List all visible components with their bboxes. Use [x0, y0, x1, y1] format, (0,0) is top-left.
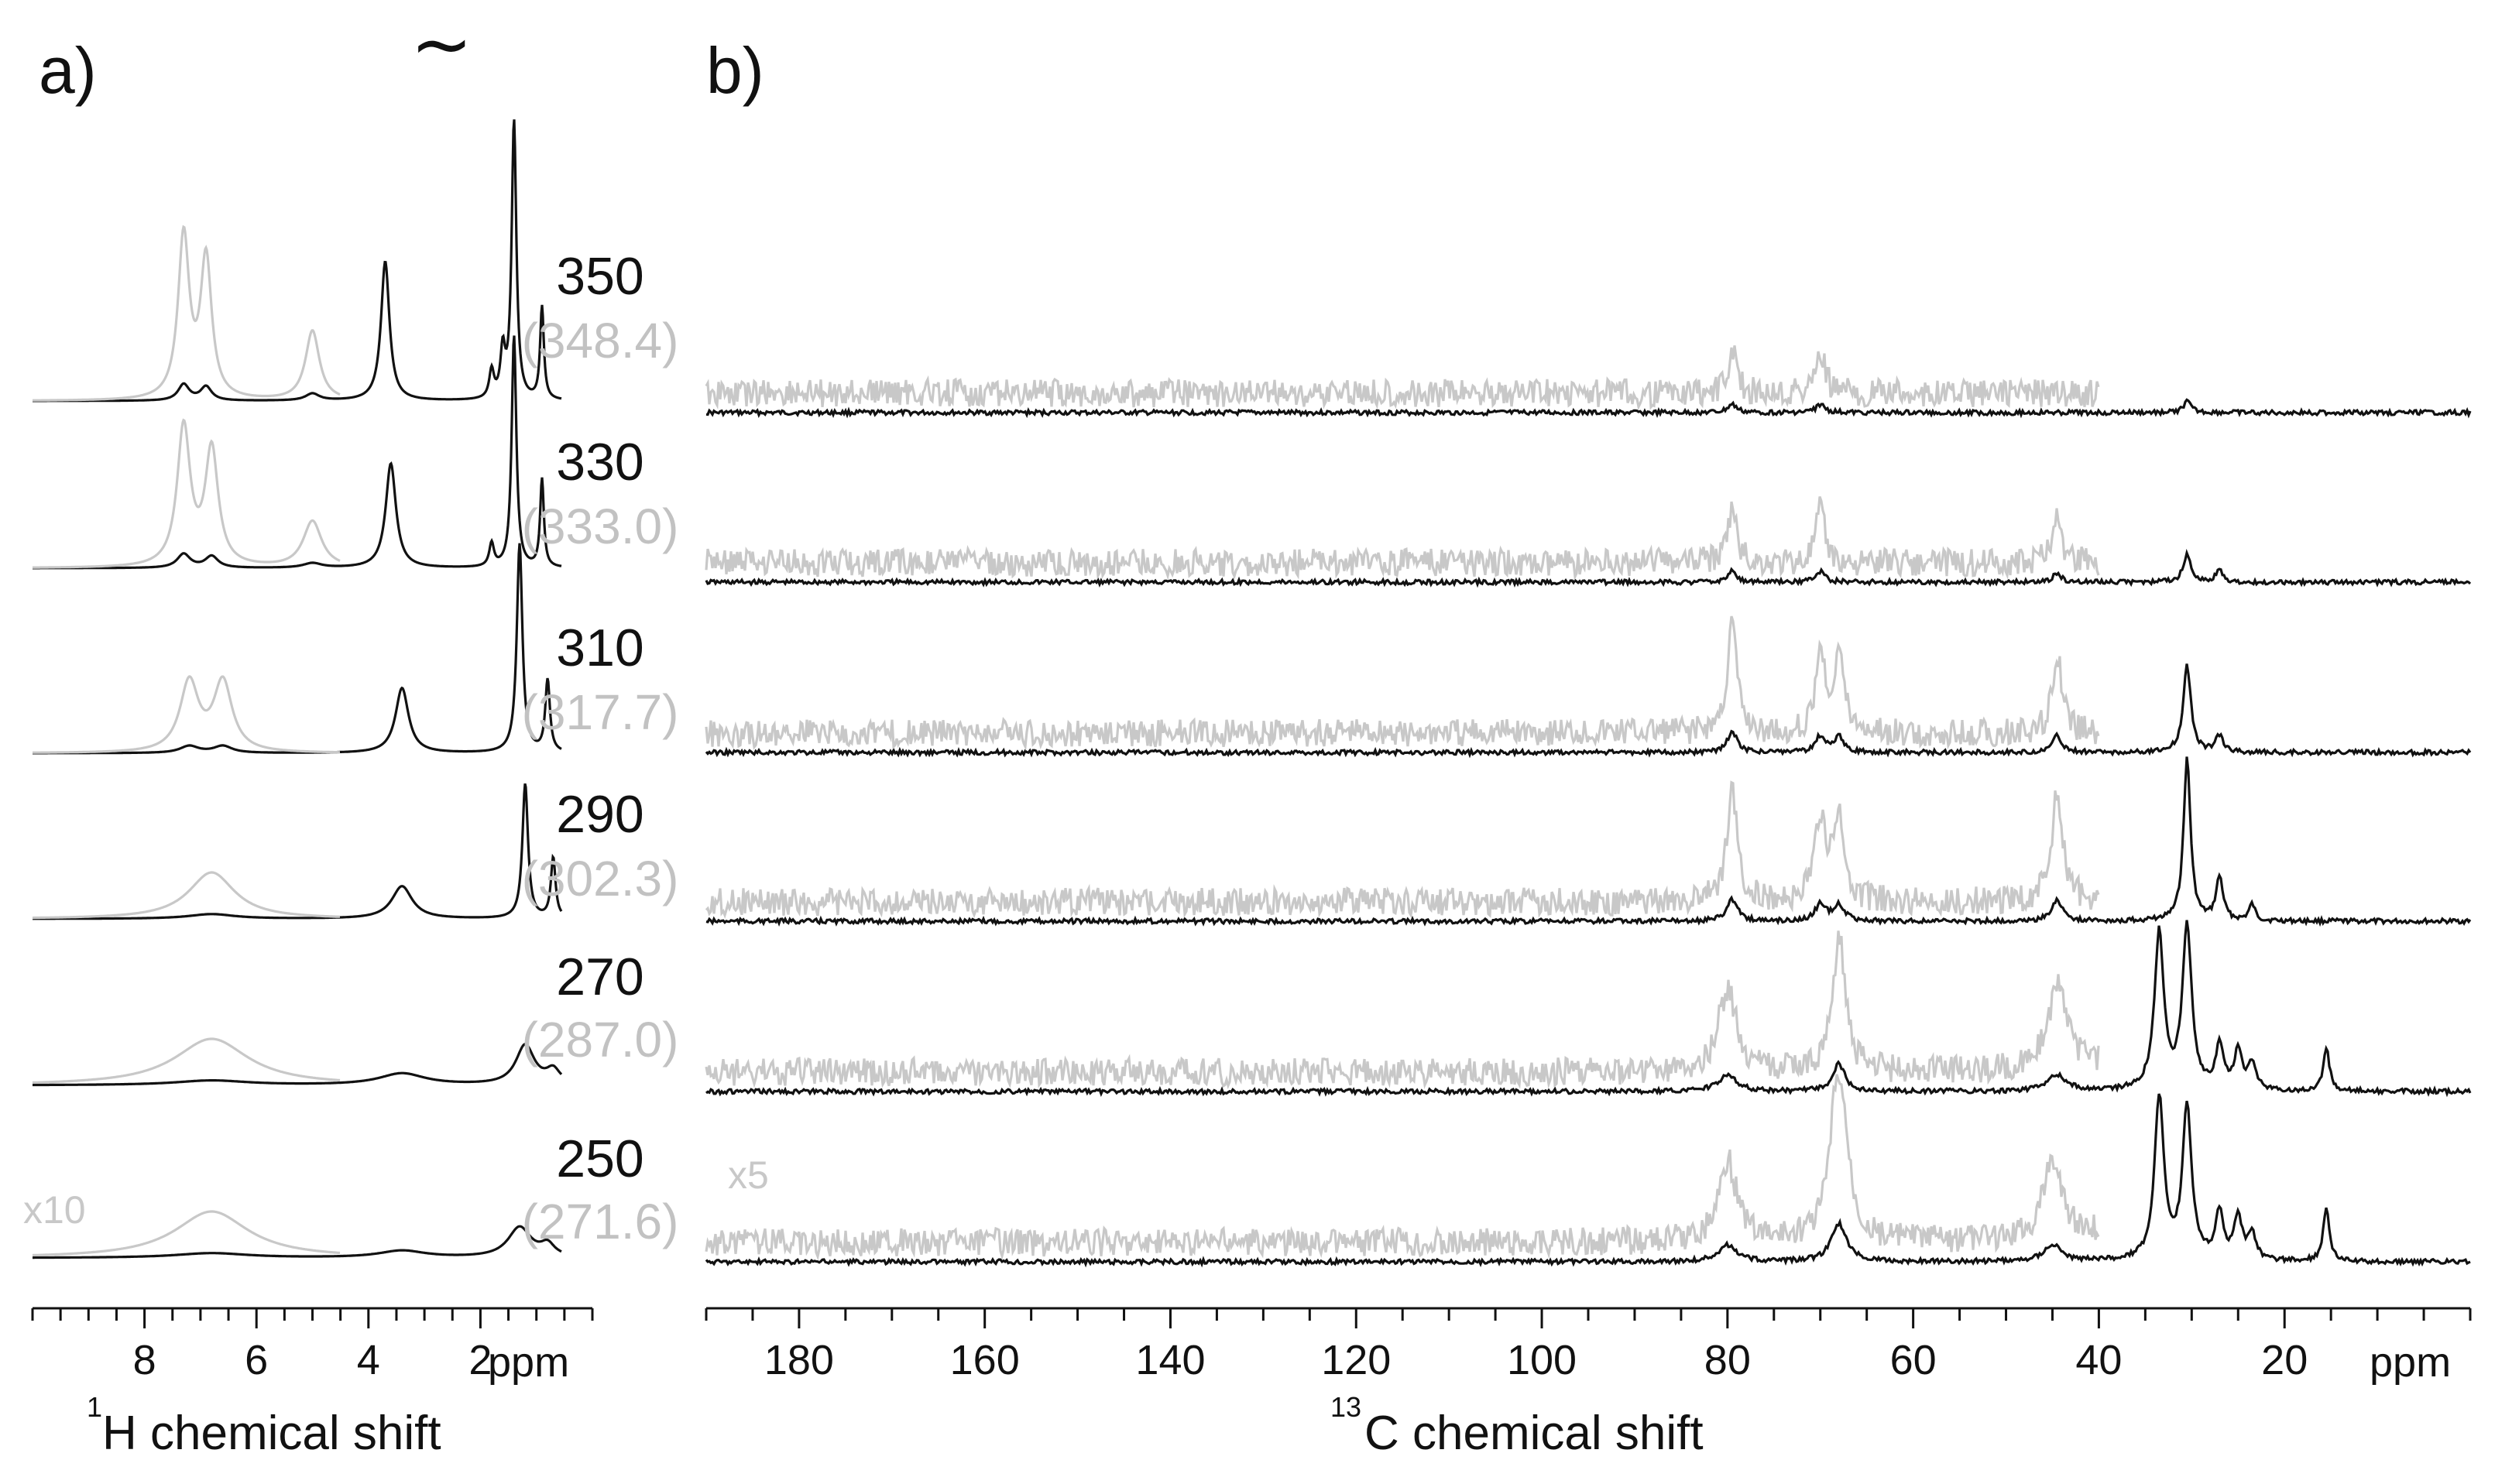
tick-label-180: 180	[764, 1337, 834, 1383]
temp-measured-350: (348.4)	[522, 313, 679, 368]
h1-scaled-trace-290	[33, 871, 341, 920]
h1-trace-330	[33, 335, 562, 570]
panel-b-letter: b)	[706, 34, 764, 107]
axis-break-marker: ~	[410, 1, 472, 87]
panel-b-axis-title-sup: 13	[1330, 1391, 1361, 1423]
c13-trace-350	[705, 398, 2472, 419]
h1-scaled-trace-330	[33, 418, 341, 569]
panel-a-axis-title-sup: 1	[87, 1391, 102, 1423]
h1-trace-290	[33, 783, 563, 920]
c13-trace-270	[705, 920, 2472, 1098]
c13-trace-310	[705, 663, 2472, 759]
h1-trace-310	[33, 543, 562, 755]
c13-scaled-trace-330	[705, 495, 2100, 581]
panel-a-unit-label: ppm	[488, 1339, 569, 1386]
tick-label-4: 4	[357, 1337, 380, 1383]
temp-set-330: 330	[556, 433, 643, 492]
c13-trace-290	[705, 756, 2472, 927]
tick-label-60: 60	[1890, 1337, 1937, 1383]
temp-measured-270: (287.0)	[522, 1012, 679, 1068]
tick-label-100: 100	[1507, 1337, 1577, 1383]
temp-set-290: 290	[556, 785, 643, 844]
tick-label-2: 2	[468, 1337, 492, 1383]
temp-set-350: 350	[556, 247, 643, 306]
h1-scaled-trace-310	[33, 675, 340, 754]
panel-b-axis-title: C chemical shift	[1364, 1407, 1704, 1460]
tick-label-120: 120	[1321, 1337, 1391, 1383]
h1-scaled-trace-270	[32, 1037, 341, 1085]
h1-scaled-trace-250	[32, 1210, 341, 1257]
tick-label-80: 80	[1704, 1337, 1751, 1383]
temp-measured-250: (271.6)	[522, 1194, 679, 1249]
c13-scaled-trace-350	[705, 345, 2100, 411]
temp-measured-310: (317.7)	[522, 684, 679, 740]
temp-set-310: 310	[556, 619, 643, 677]
h1-scaled-trace-350	[33, 224, 341, 402]
c13-scaled-trace-310	[705, 615, 2100, 752]
panel-b-scale-note: x5	[728, 1153, 769, 1197]
c13-trace-250	[705, 1093, 2471, 1268]
panel-a-scale-note: x10	[23, 1188, 86, 1232]
tick-label-20: 20	[2261, 1337, 2308, 1383]
c13-scaled-trace-250	[705, 1074, 2100, 1261]
tick-label-8: 8	[133, 1337, 156, 1383]
temp-set-250: 250	[556, 1129, 643, 1188]
c13-trace-330	[705, 548, 2472, 588]
tick-label-40: 40	[2075, 1337, 2122, 1383]
c13-scaled-trace-270	[705, 930, 2100, 1090]
panel-a-axis-title: H chemical shift	[102, 1407, 441, 1460]
panel-b-x-axis: 180 160 140 120 100 80 60 40 20	[705, 1307, 2472, 1383]
panel-a-spectra: ~	[32, 1, 563, 1260]
c13-scaled-trace-290	[705, 780, 2100, 920]
temp-set-270: 270	[556, 948, 643, 1006]
temp-measured-290: (302.3)	[522, 851, 679, 907]
tick-label-6: 6	[245, 1337, 268, 1383]
temperature-labels: 350 (348.4) 330 (333.0) 310 (317.7) 290 …	[522, 247, 679, 1249]
temp-measured-330: (333.0)	[522, 499, 679, 554]
h1-trace-350	[33, 119, 562, 403]
panel-b-unit-label: ppm	[2370, 1339, 2451, 1386]
tick-label-160: 160	[950, 1337, 1020, 1383]
panel-b-spectra	[705, 345, 2472, 1268]
h1-trace-270	[33, 1043, 563, 1087]
panel-a-x-axis: 8 6 4 2	[31, 1307, 594, 1383]
panel-a-letter: a)	[39, 34, 97, 107]
h1-trace-250	[33, 1225, 562, 1260]
tick-label-140: 140	[1135, 1337, 1205, 1383]
